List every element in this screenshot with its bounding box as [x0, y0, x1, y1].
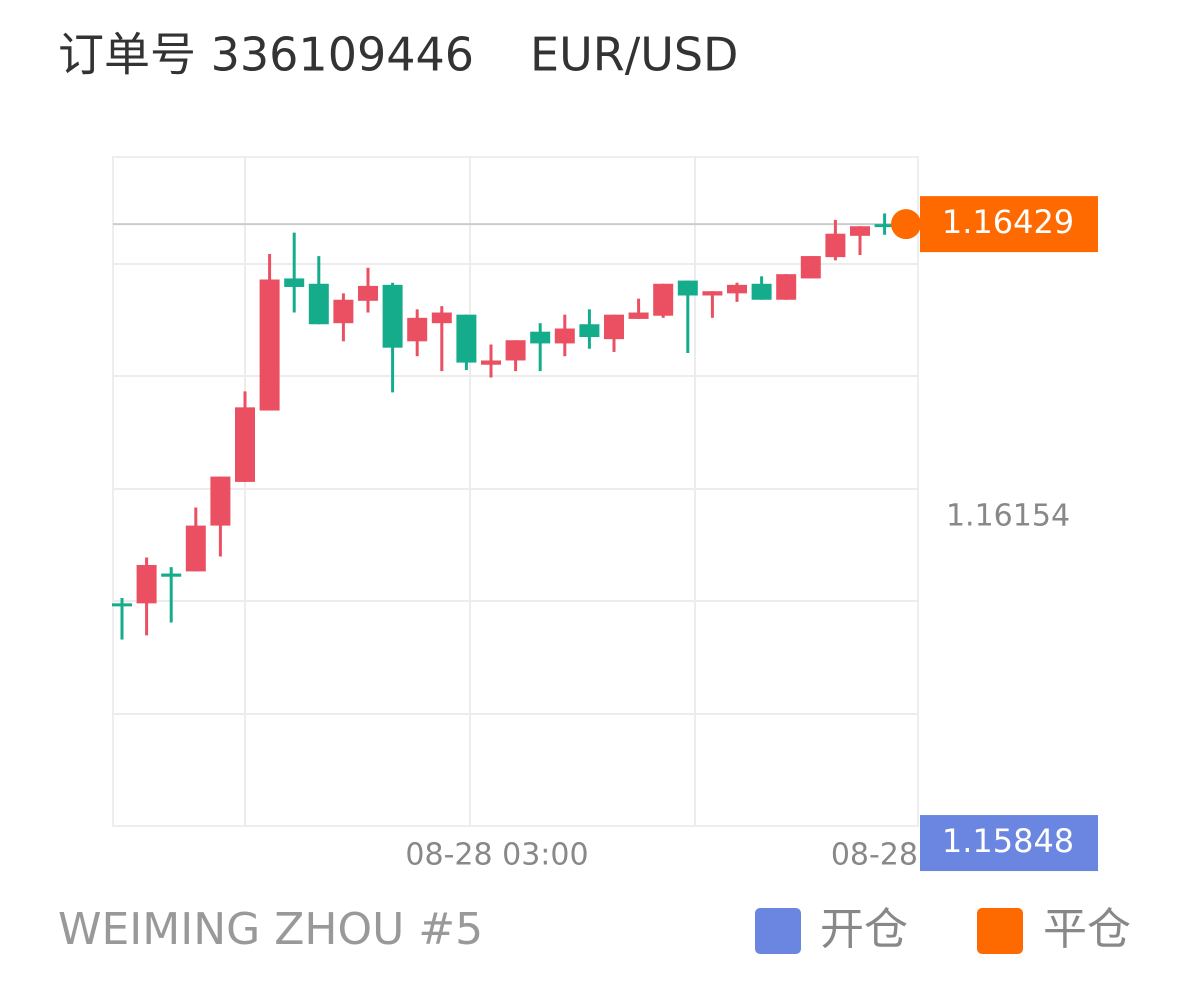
candle-body: [112, 603, 132, 607]
candle-body: [235, 407, 255, 482]
candle-body: [505, 340, 526, 361]
order-number: 订单号 336109446: [58, 28, 474, 82]
x-tick-label: 08-28: [831, 838, 918, 873]
close-price-tag: [920, 196, 1098, 253]
candle-body: [481, 360, 501, 365]
candle-body: [727, 284, 747, 294]
candle-body: [825, 233, 846, 258]
close-price-label: 1.16429: [942, 203, 1074, 241]
candle-body: [431, 312, 452, 324]
candle-body: [333, 299, 354, 324]
legend-label: 平仓: [1043, 904, 1131, 955]
candle-body: [530, 331, 551, 344]
y-tick-label: 1.16154: [946, 499, 1070, 534]
candle-body: [308, 283, 329, 325]
candle-body: [382, 284, 403, 348]
grid: [113, 157, 918, 826]
candle-body: [653, 283, 674, 316]
candle-body: [776, 274, 797, 300]
candle-body: [407, 317, 428, 342]
candle-body: [161, 573, 182, 577]
candle-body: [136, 565, 157, 604]
candle-body: [579, 324, 600, 338]
candle-body: [210, 476, 231, 526]
x-tick-label: 08-28 03:00: [405, 838, 588, 873]
candle-body: [800, 256, 821, 279]
candle-body: [185, 525, 206, 572]
open-price-label: 1.15848: [942, 822, 1074, 860]
account-name: WEIMING ZHOU #5: [58, 904, 483, 955]
candle-body: [628, 312, 649, 319]
candle-body: [677, 280, 698, 296]
candle-body: [604, 314, 624, 340]
candle-body: [850, 226, 870, 236]
close-marker: [891, 209, 921, 240]
open-price-tag: [920, 815, 1098, 872]
candle-body: [358, 285, 378, 301]
symbol: EUR/USD: [530, 28, 738, 82]
legend-swatch: [755, 908, 801, 954]
candle-body: [554, 328, 575, 344]
legend-swatch: [977, 908, 1023, 954]
candle-body: [456, 314, 477, 363]
candle-body: [259, 279, 280, 411]
plot-frame: [112, 156, 919, 827]
candle-body: [751, 283, 772, 300]
candle-body: [284, 278, 305, 287]
candle-body: [874, 224, 895, 228]
candle-body: [702, 291, 723, 296]
legend-label: 开仓: [820, 904, 908, 955]
